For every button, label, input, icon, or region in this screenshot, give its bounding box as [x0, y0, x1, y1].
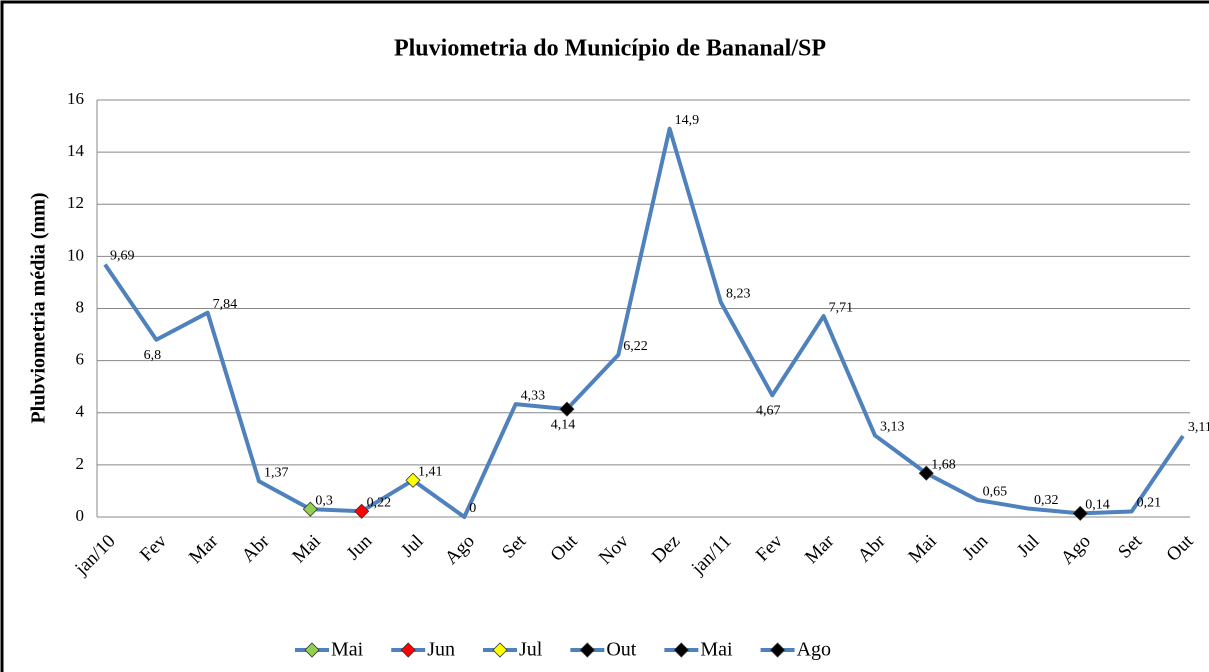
legend-label: Ago — [797, 639, 831, 661]
y-tick-label: 8 — [76, 297, 85, 316]
data-label: 0,65 — [983, 484, 1008, 499]
data-label: 3,11 — [1188, 420, 1209, 435]
highlight-marker — [405, 472, 421, 488]
data-label: 0,22 — [367, 495, 392, 510]
highlight-marker — [918, 465, 934, 481]
chart-title: Pluviometria do Município de Bananal/SP — [394, 36, 826, 62]
data-label: 14,9 — [675, 113, 700, 128]
data-label: 4,14 — [551, 417, 576, 432]
data-label: 0,32 — [1034, 493, 1059, 508]
data-label: 1,68 — [931, 457, 956, 472]
legend-marker — [770, 642, 786, 658]
data-label: 4,33 — [521, 388, 546, 403]
y-tick-label: 4 — [76, 402, 85, 421]
highlight-marker — [302, 501, 318, 517]
legend-marker — [400, 642, 416, 658]
highlight-marker — [559, 401, 575, 417]
data-label: 6,22 — [623, 339, 648, 354]
y-tick-label: 10 — [67, 245, 84, 264]
data-label: 1,37 — [264, 466, 289, 481]
data-label: 3,13 — [880, 420, 905, 435]
y-tick-label: 12 — [67, 193, 84, 212]
legend-marker — [579, 642, 595, 658]
y-tick-label: 16 — [67, 89, 84, 108]
legend-marker — [304, 642, 320, 658]
highlight-marker — [1072, 505, 1088, 521]
data-label: 0,3 — [315, 493, 333, 508]
legend-label: Mai — [700, 639, 733, 661]
y-tick-label: 14 — [67, 141, 85, 160]
data-label: 9,69 — [110, 249, 135, 264]
y-tick-label: 2 — [76, 454, 85, 473]
highlight-marker — [354, 503, 370, 519]
legend-marker — [492, 642, 508, 658]
data-label: 8,23 — [726, 287, 751, 302]
data-label: 0,21 — [1137, 496, 1162, 511]
data-label: 0,14 — [1085, 498, 1110, 513]
data-label: 0 — [469, 501, 476, 516]
legend-marker — [673, 642, 689, 658]
data-label: 7,71 — [829, 300, 854, 315]
y-tick-label: 6 — [76, 350, 85, 369]
legend-label: Jun — [427, 639, 455, 661]
data-label: 4,67 — [756, 404, 781, 419]
data-label: 7,84 — [213, 297, 238, 312]
y-axis-label: Plubviometria média (mm) — [28, 192, 50, 423]
data-label: 1,41 — [418, 464, 443, 479]
legend-label: Mai — [331, 639, 364, 661]
data-label: 6,8 — [144, 348, 162, 363]
y-tick-label: 0 — [76, 506, 85, 525]
legend-label: Jul — [519, 639, 543, 661]
legend-label: Out — [606, 639, 636, 661]
data-line — [103, 126, 1185, 519]
